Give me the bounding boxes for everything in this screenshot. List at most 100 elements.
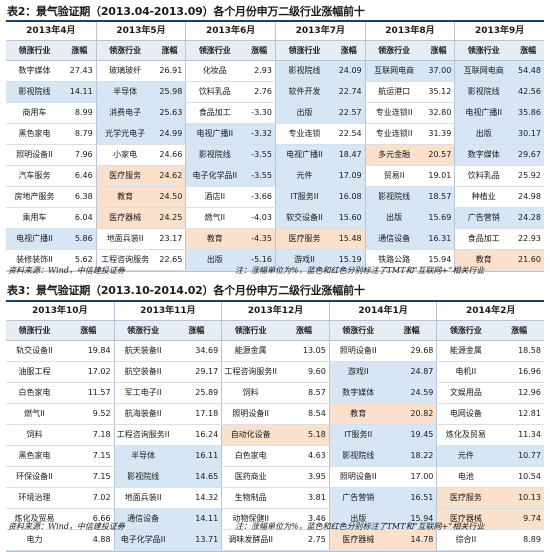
- industry-cell: 专业连锁 22.54: [274, 124, 365, 144]
- industry-cell: 软交设备II 15.60: [274, 208, 365, 228]
- industry-name: 地面兵装II: [106, 234, 144, 243]
- industry-header: 领涨行业: [449, 326, 482, 335]
- industry-header: 领涨行业: [234, 326, 267, 335]
- month-label: 2013年6月: [185, 22, 275, 40]
- change-value: 17.18: [195, 409, 219, 418]
- change-value: 24.98: [518, 192, 541, 201]
- change-value: 37.00: [428, 66, 452, 75]
- industry-cell: 医疗器械 9.74: [436, 509, 544, 529]
- industry-cell: 生物制品 3.81: [221, 488, 329, 508]
- month-label: 2014年1月: [328, 302, 437, 320]
- industry-name: 酒店II: [204, 192, 226, 201]
- change-header: 涨幅: [161, 46, 178, 55]
- industry-name: 航天装备II: [124, 346, 162, 355]
- change-value: 21.60: [518, 255, 541, 264]
- industry-cell: 影视院线 14.11: [6, 82, 96, 102]
- industry-name: 照明设备II: [339, 472, 377, 481]
- industry-cell: 电池 10.54: [436, 467, 544, 487]
- industry-name: 照明设备II: [339, 346, 377, 355]
- industry-name: 电视广播II: [465, 108, 503, 117]
- industry-name: 军工电子II: [124, 388, 162, 397]
- table-row: 燃气II 9.52 航海装备II 17.18 照明设备II 8.54 教育 20.82 电网设备…: [6, 404, 544, 425]
- industry-name: 医疗器械: [109, 213, 142, 222]
- change-value: 3.46: [307, 514, 326, 523]
- industry-name: 半导体: [113, 87, 138, 96]
- change-value: 15.94: [428, 255, 452, 264]
- industry-name: 白色家电: [234, 451, 267, 460]
- change-value: 5.62: [74, 255, 93, 264]
- change-value: 16.51: [410, 493, 434, 502]
- industry-name: 电子化学品II: [192, 171, 238, 180]
- change-value: 34.69: [195, 346, 219, 355]
- industry-cell: 电子化学品II 13.71: [113, 530, 222, 550]
- change-value: 24.28: [518, 213, 541, 222]
- industry-name: 工程咨询服务II: [224, 367, 278, 376]
- change-value: 14.65: [195, 472, 219, 481]
- change-value: 14.78: [410, 535, 434, 544]
- industry-name: 电池: [457, 472, 474, 481]
- industry-name: 互联网电商: [463, 66, 504, 75]
- industry-cell: 饲料 7.18: [6, 425, 114, 445]
- industry-cell: 广告营销 24.28: [454, 208, 544, 228]
- table-row: 电视广播II 5.86 地面兵装II 23.17 教育 -4.35 医疗服务 15.48 通信设…: [6, 229, 544, 250]
- change-value: 13.71: [195, 535, 219, 544]
- industry-cell: 医疗服务 24.62: [95, 166, 186, 186]
- change-value: 24.59: [410, 388, 434, 397]
- column-header-group: 领涨行业 涨幅: [454, 41, 544, 60]
- change-value: 13.05: [302, 346, 326, 355]
- column-header-group: 领涨行业 涨幅: [364, 41, 455, 60]
- industry-name: 影视院线: [342, 451, 375, 460]
- month-label: 2013年4月: [26, 26, 76, 36]
- table-row: 乘用车 6.04 医疗器械 24.25 燃气II -4.03 软交设备II 15.60 出版 15…: [6, 208, 544, 229]
- industry-name: 铁路公路: [378, 255, 411, 264]
- industry-cell: 数字媒体 29.67: [454, 145, 544, 165]
- month-header-row: 2013年4月 2013年5月 2013年6月 2013年7月 2013年8月 2013年…: [6, 22, 544, 41]
- change-value: 8.99: [74, 108, 93, 117]
- month-header-row: 2013年10月 2013年11月 2013年12月 2014年1月 2014年2月: [6, 302, 544, 321]
- change-value: 26.91: [159, 66, 183, 75]
- change-value: -3.30: [251, 108, 272, 117]
- table-row: 黑色家电 8.79 光学光电子 24.99 电视广播II -3.32 专业连锁 22.54 专业…: [6, 124, 544, 145]
- industry-name: 软交设备II: [286, 213, 323, 222]
- change-header: 涨幅: [251, 46, 268, 55]
- change-value: 19.84: [87, 346, 111, 355]
- change-value: 9.74: [523, 514, 541, 523]
- industry-cell: 医疗服务 10.13: [436, 488, 544, 508]
- industry-cell: IT服务II 19.45: [328, 425, 437, 445]
- industry-name: IT服务II: [290, 192, 319, 201]
- month-label: 2013年9月: [454, 22, 544, 40]
- change-value: -3.66: [251, 192, 272, 201]
- change-value: 30.17: [518, 129, 541, 138]
- industry-name: 房地产服务: [14, 192, 55, 201]
- industry-name: 专业连锁: [288, 129, 321, 138]
- industry-name: 元件: [457, 451, 474, 460]
- industry-cell: 医疗器械 14.78: [328, 530, 437, 550]
- change-value: 6.46: [74, 171, 93, 180]
- industry-name: 文娱用品: [449, 388, 482, 397]
- industry-name: 通信设备: [378, 234, 411, 243]
- industry-name: 数字媒体: [342, 388, 375, 397]
- industry-cell: 专业连锁II 31.39: [364, 124, 455, 144]
- table-row: 环境治理 7.02 地面兵装II 14.32 生物制品 3.81 广告营销 16.51 医疗服务…: [6, 488, 544, 509]
- industry-name: 饲料: [242, 388, 259, 397]
- change-header: 涨幅: [71, 46, 88, 55]
- industry-cell: 医疗服务 15.48: [274, 229, 365, 249]
- change-value: 5.18: [307, 430, 326, 439]
- industry-name: 教育: [117, 192, 134, 201]
- industry-name: 燃气II: [24, 409, 45, 418]
- industry-cell: 商用车 8.99: [6, 103, 96, 123]
- industry-name: IT服务II: [344, 430, 373, 439]
- change-value: 15.48: [338, 234, 362, 243]
- table-row: 饲料 7.18 工程咨询服务II 16.24 自动化设备 5.18 IT服务II 19.45 炼…: [6, 425, 544, 446]
- industry-header: 领涨行业: [18, 46, 51, 55]
- change-value: 8.89: [523, 535, 541, 544]
- industry-name: 电子化学品II: [120, 535, 166, 544]
- industry-cell: 饮料乳品 25.92: [454, 166, 544, 186]
- industry-cell: 文娱用品 12.96: [436, 383, 544, 403]
- month-label: 2013年5月: [95, 22, 186, 40]
- change-value: 15.60: [338, 213, 362, 222]
- change-value: 15.94: [410, 514, 434, 523]
- column-header-row: 领涨行业 涨幅 领涨行业 涨幅 领涨行业 涨幅 领涨行业 涨幅 领涨行业 涨幅: [6, 321, 544, 341]
- industry-name: 电视广播II: [196, 129, 234, 138]
- change-value: 31.39: [428, 129, 452, 138]
